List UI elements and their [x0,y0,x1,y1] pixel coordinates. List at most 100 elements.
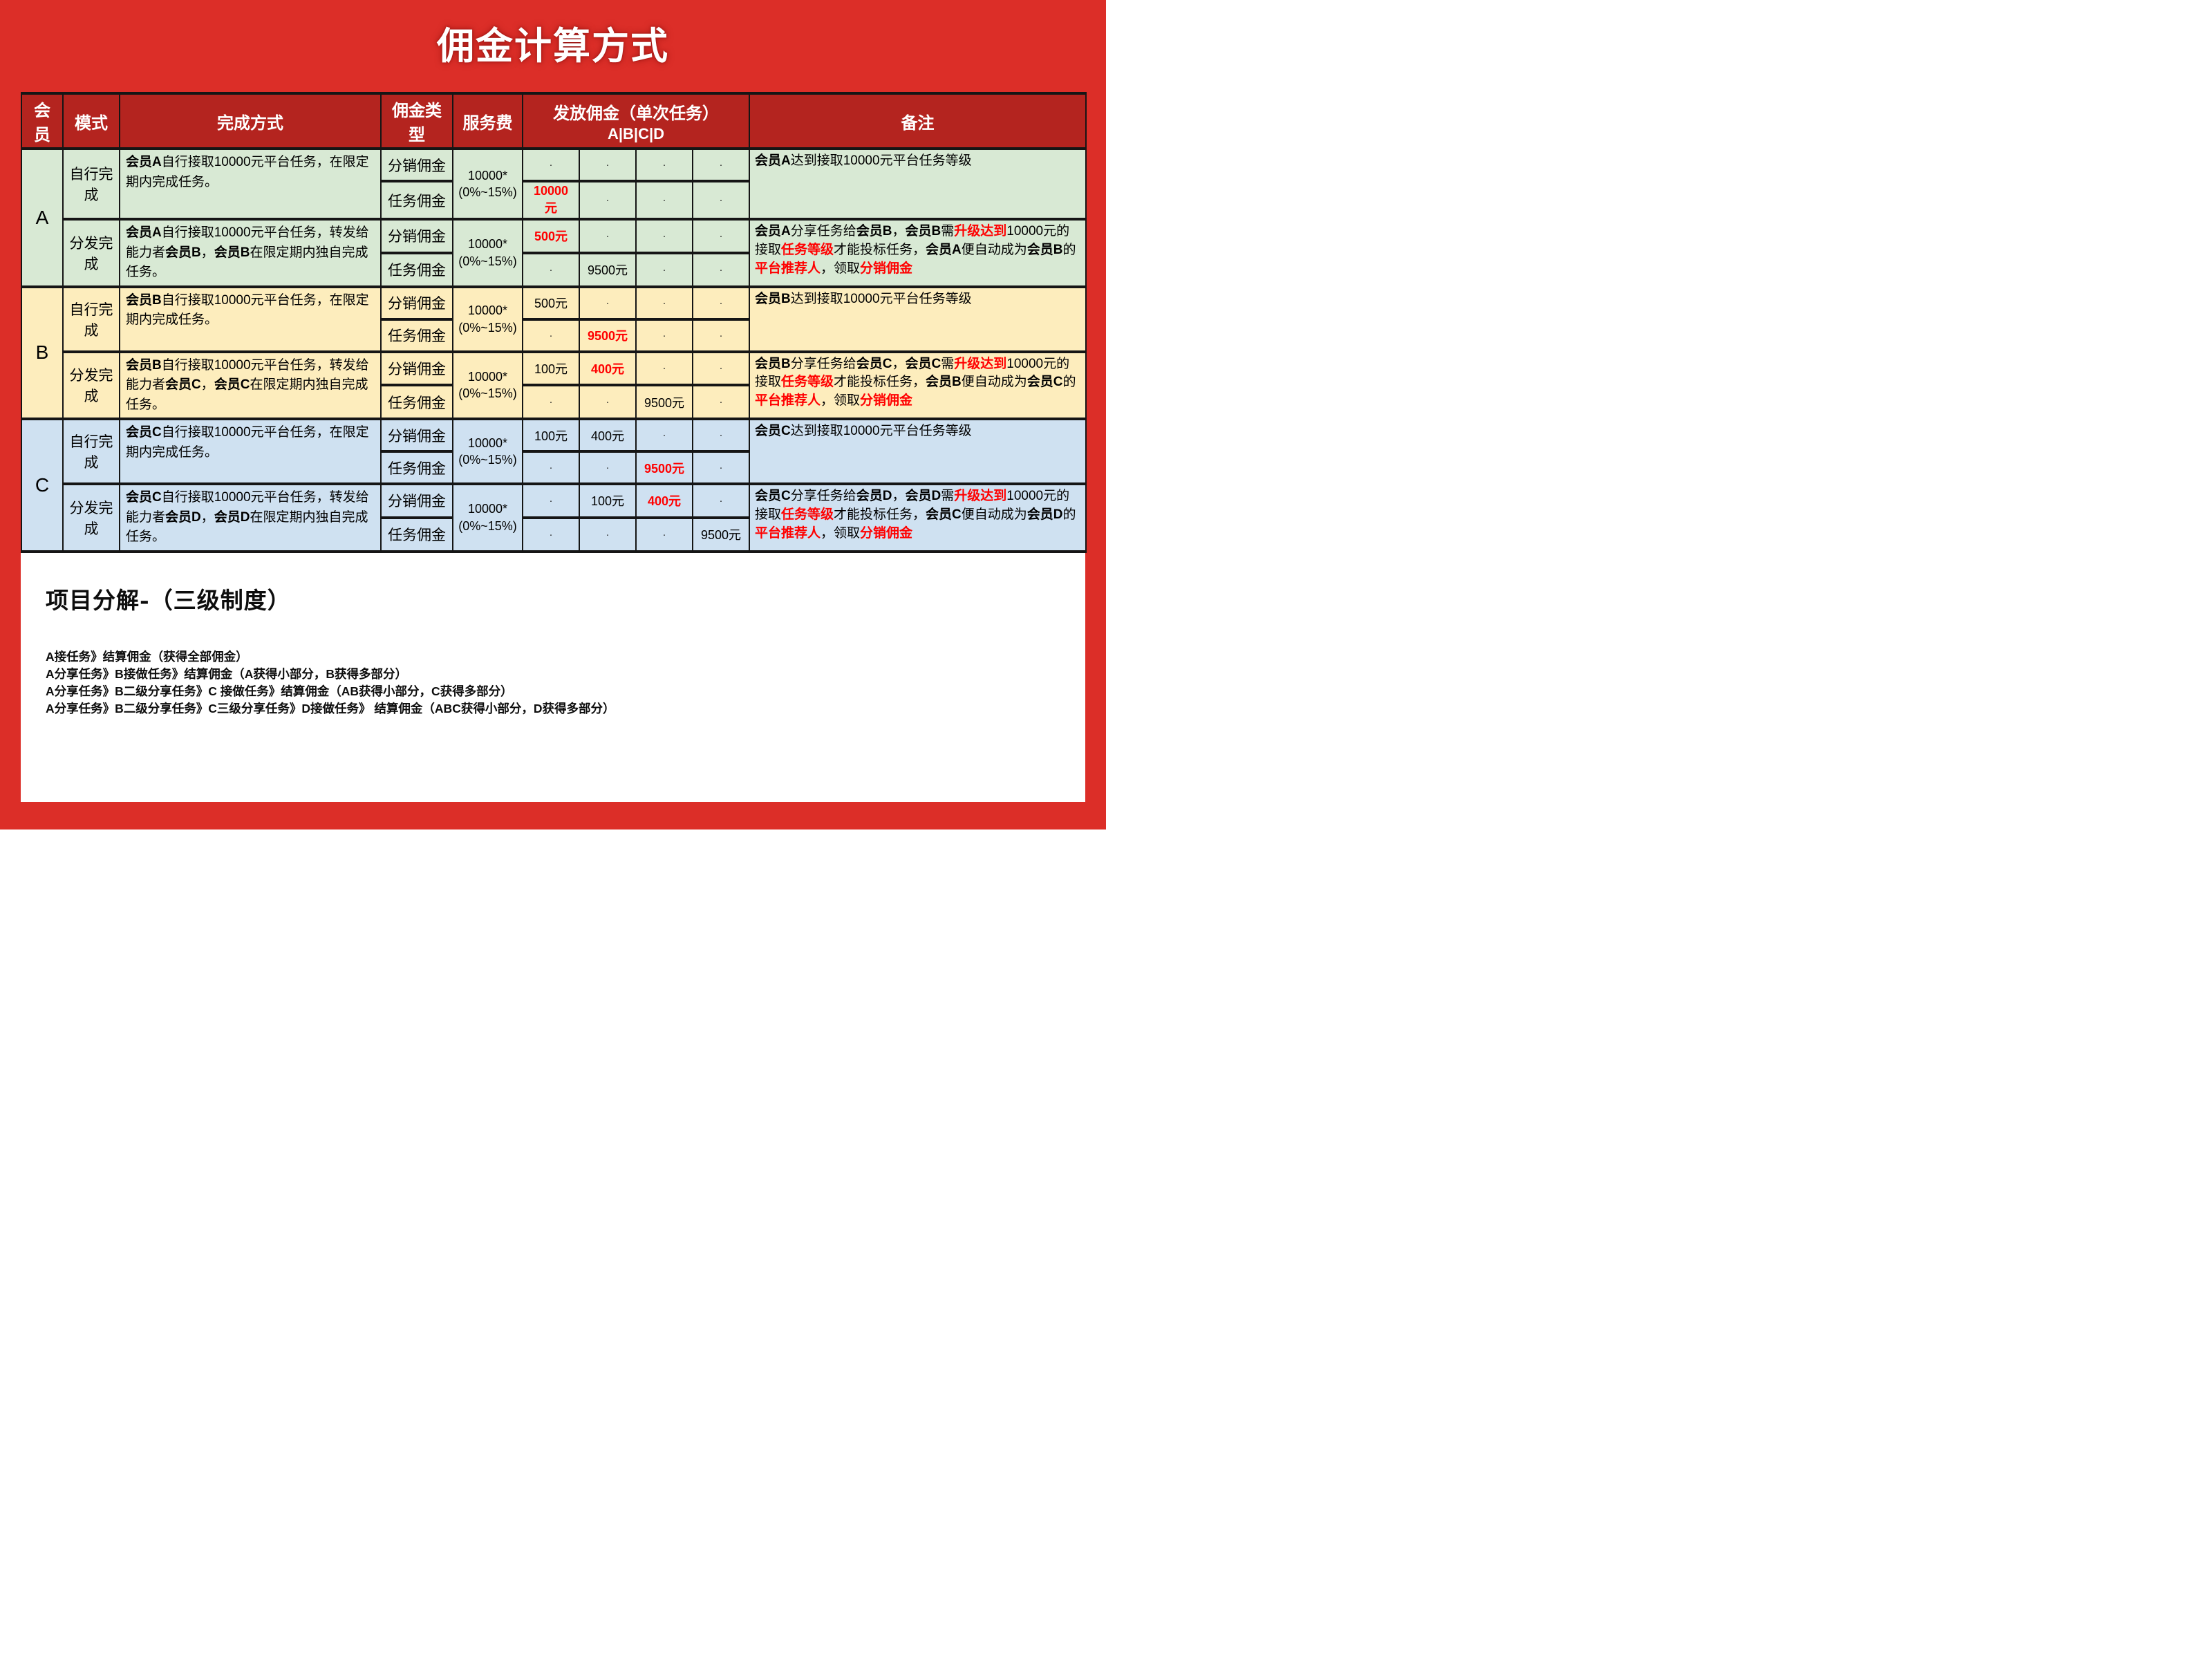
service-fee-line: 10000* [467,237,508,252]
remark-text-segment: 会员C [126,425,162,440]
remark-text-segment: ，领取 [821,525,861,541]
remark-text-segment: 会员A [126,155,162,169]
service-fee-cell: 10000* (0%~15%) [452,285,523,353]
mode-cell: 自行完成 [62,147,120,221]
commission-type-cell: 分销佣金 [380,218,453,254]
remark-text-segment: 分销佣金 [860,393,913,409]
remark-text-segment: 会员C [1027,375,1063,390]
table-row: A 自行完成 会员A自行接取10000元平台任务，在限定期内完成任务。 分销佣金 100… [21,147,1087,288]
payout-cell-C: 9500元 [635,384,693,420]
remark-text-segment: 会员A [755,153,791,168]
remark-text-segment: 的 [1062,242,1076,257]
commission-type-cell: 任务佣金 [380,516,453,553]
payout-cell-D: · [692,147,750,182]
payout-cell-C: 400元 [635,482,693,519]
page-title: 佣金计算方式 [437,24,669,68]
commission-type-cell: 分销佣金 [380,350,453,387]
remark-text-segment: 自行接取10000元平台任务，在限定期内完成任务。 [126,425,369,460]
remark-text-segment: 会员B [1027,242,1063,257]
payout-cell-A: 500元 [522,285,580,321]
col-header-member: 会员 [21,92,64,150]
service-fee-cell: 10000* (0%~15%) [452,218,523,288]
method-cell: 会员A自行接取10000元平台任务，在限定期内完成任务。 [119,147,382,221]
remark-text-segment: ， [200,377,214,392]
payout-cell-B: · [579,384,637,420]
payout-cell-A: 100元 [522,418,580,453]
table-row: 任务佣金 · · 9500元 · [21,384,1086,420]
method-cell: 会员C自行接取10000元平台任务，在限定期内完成任务。 [119,418,382,485]
remark-text-segment: 会员C [126,490,162,505]
remark-cell: 会员A达到接取10000元平台任务等级 [749,147,1087,221]
commission-type-cell: 分销佣金 [380,418,453,453]
payout-cell-B: · [579,516,637,553]
service-fee-line: 10000* [467,303,508,318]
payout-cell-D: · [692,450,750,485]
commission-type-cell: 任务佣金 [380,251,453,288]
remark-text-segment: 在限定期内独自完成任务。 [126,509,368,545]
payout-cell-A: 100元 [522,350,580,387]
remark-text-segment: 的 [1062,375,1076,390]
remark-text-segment: ， [892,224,906,238]
payout-cell-A: · [522,450,580,485]
payout-cell-C: · [635,516,693,553]
remark-text-segment: 会员A [926,242,962,257]
remark-cell: 会员B达到接取10000元平台任务等级 [749,285,1087,353]
remark-text-segment: 会员B [755,291,791,306]
table-row: 任务佣金 · · · 9500元 [21,516,1086,553]
method-cell: 会员C自行接取10000元平台任务，转发给能力者会员D，会员D在限定期内独自完成… [119,482,382,553]
remark-text-segment: ， [200,245,214,260]
payout-cell-B: 9500元 [579,251,637,288]
payout-cell-D: · [692,218,750,254]
commission-table: 会员 模式 完成方式 佣金类型 服务费 发放佣金（单次任务） A|B|C|D 备… [21,92,1087,553]
remark-text-segment: 会员C [926,507,962,522]
payout-cell-C: · [635,180,693,221]
remark-cell: 会员B分享任务给会员C，会员C需升级达到10000元的接取任务等级才能投标任务，… [749,350,1087,420]
remark-text-segment: 会员B [126,357,162,373]
remark-text-segment: 才能投标任务， [834,375,926,390]
remark-text-segment: 达到接取10000元平台任务等级 [790,291,972,306]
remark-text-segment: 会员B [165,245,201,260]
remark-text-segment: 会员D [214,509,250,525]
payout-cell-A: · [522,384,580,420]
remark-text-segment: 分享任务给 [790,224,856,238]
remark-text-segment: 才能投标任务， [834,242,926,257]
payout-cell-A: · [522,147,580,182]
remark-text-segment: ， [200,509,214,525]
remark-text-segment: 分销佣金 [860,261,913,276]
remark-text-segment: 自行接取10000元平台任务，转发给能力者 [126,225,369,260]
remark-text-segment: 便自动成为 [961,375,1027,390]
remark-text-segment: 会员B [755,356,791,371]
table-row: C 自行完成 会员C自行接取10000元平台任务，在限定期内完成任务。 分销佣金 100… [21,418,1087,553]
remark-text-segment: 会员B [856,224,892,238]
remark-text-segment: 才能投标任务， [834,507,926,522]
remark-text-segment: 10000元的接取 [755,489,1070,522]
remark-text-segment: 升级达到 [954,489,1007,503]
commission-type-cell: 任务佣金 [380,450,453,485]
remark-text-segment: 达到接取10000元平台任务等级 [790,153,972,168]
mode-cell: 分发完成 [62,350,120,420]
remark-text-segment: 升级达到 [954,224,1007,238]
table-row: 任务佣金 · · 9500元 · [21,450,1086,485]
remark-text-segment: 平台推荐人 [755,261,821,276]
table-row: 分发完成 会员B自行接取10000元平台任务，转发给能力者会员C，会员C在限定期内… [21,350,1087,420]
content-panel: 会员 模式 完成方式 佣金类型 服务费 发放佣金（单次任务） A|B|C|D 备… [21,92,1087,802]
remark-cell: 会员C达到接取10000元平台任务等级 [749,418,1087,485]
service-fee-line: 10000* [467,369,508,384]
remark-text-segment: 会员C [214,377,250,392]
col-header-commission-type: 佣金类型 [380,92,453,150]
commission-type-cell: 任务佣金 [380,384,453,420]
remark-text-segment: 会员C [755,424,791,438]
service-fee-cell: 10000* (0%~15%) [452,350,523,420]
payout-cell-A: 10000元 [522,180,580,221]
payout-cell-D: · [692,317,750,353]
commission-type-cell: 任务佣金 [380,180,453,221]
commission-type-cell: 分销佣金 [380,147,453,182]
remark-text-segment: 任务等级 [781,242,834,257]
remark-text-segment: 会员B [214,245,250,260]
remark-text-segment: 的 [1062,507,1076,522]
remark-text-segment: 平台推荐人 [755,393,821,409]
remark-text-segment: 会员C [856,356,892,371]
remark-text-segment: 自行接取10000元平台任务，转发给能力者 [126,490,369,525]
commission-type-cell: 分销佣金 [380,285,453,321]
payout-cell-C: · [635,418,693,453]
